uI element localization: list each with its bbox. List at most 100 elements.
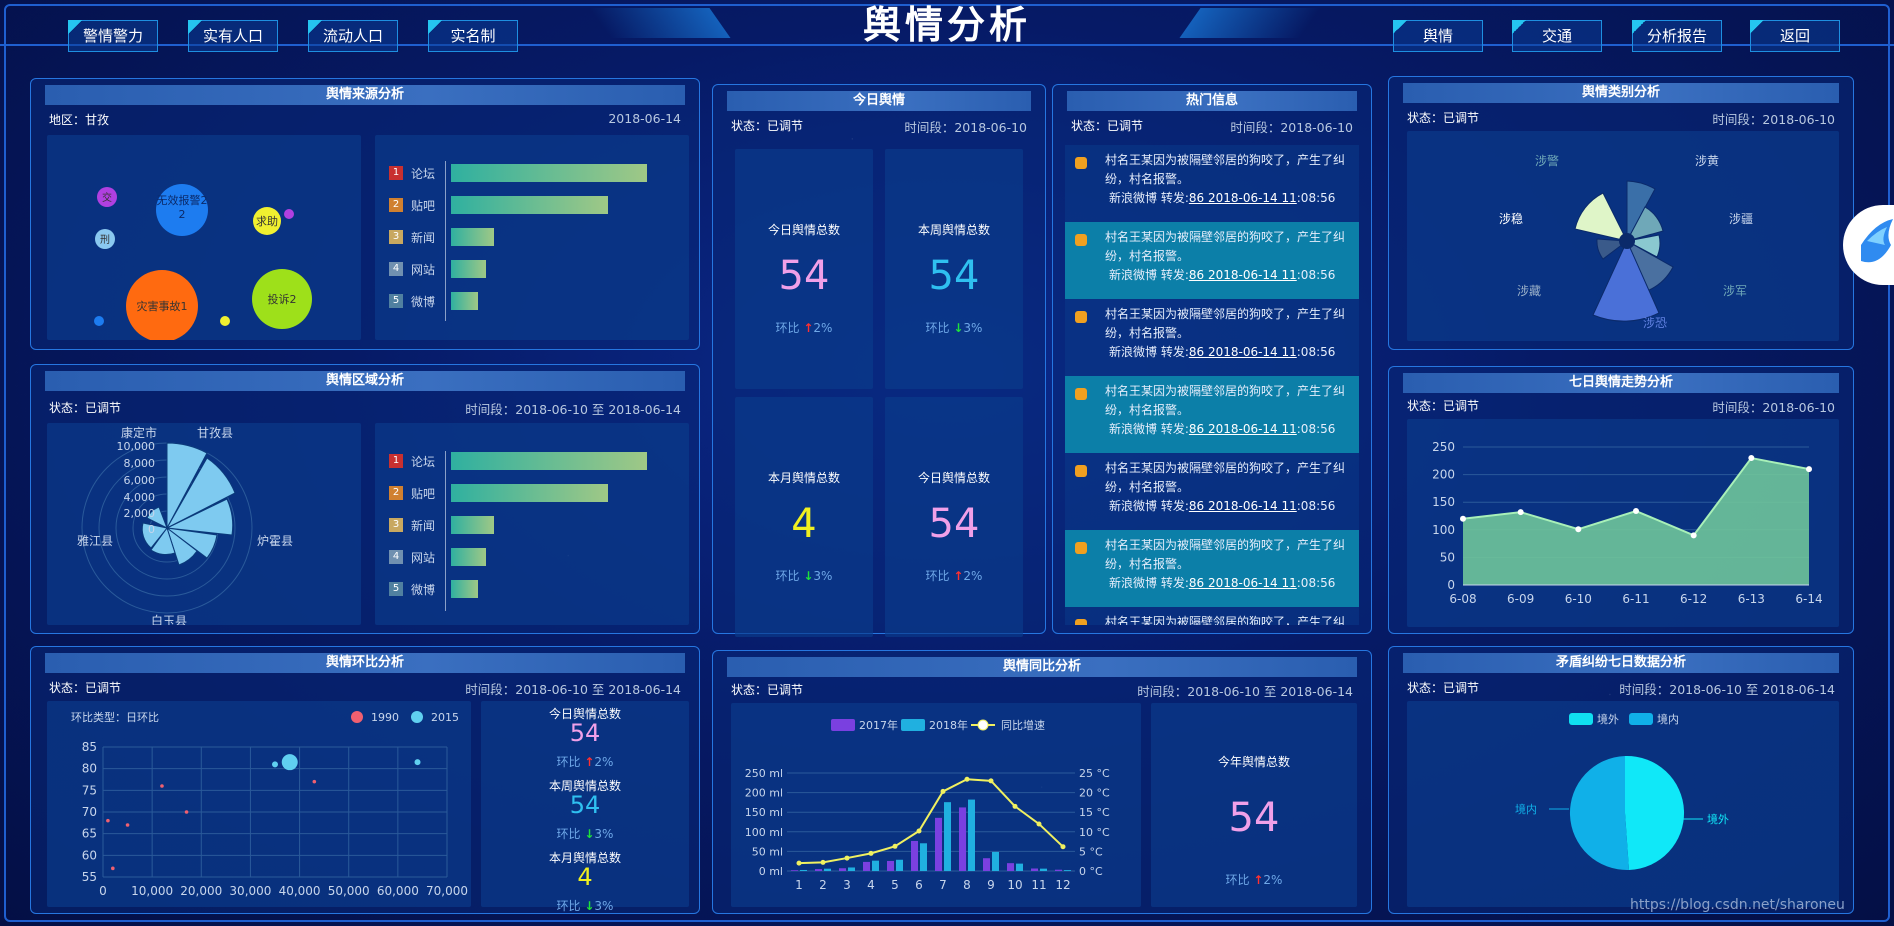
hot-info-item[interactable]: 村名王某因为被隔壁邻居的狗咬了，产生了纠纷，村名报警。 新浪微博 转发:86 2… — [1065, 299, 1359, 376]
nav-button-police[interactable]: 警情警力 — [68, 20, 158, 52]
rank-axis — [445, 161, 446, 321]
hot-item-link[interactable]: 86 2018-06-14 11 — [1188, 345, 1297, 359]
hot-item-meta: 新浪微博 转发:86 2018-06-14 11:08:56 — [1109, 420, 1335, 437]
scatter-x-tick: 10,000 — [131, 884, 173, 898]
trend-y-tick: 100 — [1432, 523, 1455, 537]
scatter-x-tick: 0 — [99, 884, 107, 898]
stat-title: 今日舆情总数 — [767, 223, 840, 237]
hot-item-meta: 新浪微博 转发:86 2018-06-14 11:08:56 — [1109, 343, 1335, 360]
bubble-label-disaster: 灾害事故1 — [137, 299, 188, 313]
scatter-y-tick: 60 — [82, 848, 97, 862]
hot-info-list[interactable]: 村名王某因为被隔壁邻居的狗咬了，产生了纠纷，村名报警。 新浪微博 转发:86 2… — [1065, 145, 1359, 625]
hot-item-link[interactable]: 86 2018-06-14 11 — [1188, 268, 1297, 282]
panel-date: 时间段：2018-06-10 — [1712, 112, 1835, 127]
rank-label: 新闻 — [411, 518, 436, 533]
hot-badge-icon — [1075, 311, 1087, 323]
yoy-bar-2017 — [815, 869, 822, 871]
rank-number-badge: 1 — [389, 454, 403, 468]
yoy-growth-point — [964, 776, 970, 782]
stat-value: 54 — [569, 719, 601, 747]
polar-sector — [166, 527, 218, 559]
legend-1990-label: 1990 — [371, 711, 399, 724]
yoy-growth-point — [796, 860, 802, 866]
panel-date: 时间段：2018-06-10 至 2018-06-14 — [1619, 682, 1835, 697]
panel-title: 舆情来源分析 — [45, 85, 685, 105]
hot-badge-icon — [1075, 234, 1087, 246]
yoy-growth-point — [868, 850, 874, 856]
trend-point — [1806, 466, 1812, 473]
panel-title: 舆情同比分析 — [727, 657, 1357, 677]
yoy-growth-point — [820, 859, 826, 865]
yoy-x-tick: 1 — [795, 878, 803, 892]
nav-button-real-name[interactable]: 实名制 — [428, 20, 518, 52]
hot-item-text: 村名王某因为被隔壁邻居的狗咬了，产生了纠纷，村名报警。 — [1105, 230, 1346, 263]
today-stat-cell: 今日舆情总数 54 环比 ↑2% — [735, 149, 873, 389]
legend-overseas-icon — [1569, 713, 1593, 725]
yoy-x-tick: 11 — [1031, 878, 1046, 892]
hot-item-link[interactable]: 86 2018-06-14 11 — [1188, 422, 1297, 436]
yoy-bar-2018 — [1040, 868, 1047, 871]
hot-info-item[interactable]: 村名王某因为被隔壁邻居的狗咬了，产生了纠纷，村名报警。 新浪微博 转发:86 2… — [1065, 530, 1359, 607]
trend-x-tick: 6-12 — [1680, 592, 1707, 606]
hot-badge-icon — [1075, 465, 1087, 477]
nav-button-opinion[interactable]: 舆情 — [1393, 20, 1483, 52]
rank-row: 5 微博 — [389, 579, 478, 599]
stat-value: 54 — [569, 791, 601, 819]
status-label: 状态：已调节 — [731, 683, 804, 697]
ring-percent: 2% — [963, 569, 983, 583]
scatter-point-1990 — [111, 866, 115, 871]
pie-label-domestic: 境内 — [1515, 802, 1537, 816]
polar-tick: 8,000 — [124, 457, 156, 470]
scatter-x-tick: 60,000 — [377, 884, 419, 898]
hot-item-time: :08:56 — [1296, 422, 1336, 436]
hot-item-link[interactable]: 86 2018-06-14 11 — [1188, 576, 1297, 590]
hot-info-item[interactable]: 村名王某因为被隔壁邻居的狗咬了，产生了纠纷，村名报警。 新浪微博 转发:86 2… — [1065, 376, 1359, 453]
hot-info-item[interactable]: 村名王某因为被隔壁邻居的狗咬了，产生了纠纷，村名报警。 新浪微博 转发:86 2… — [1065, 453, 1359, 530]
yoy-bar-2017 — [911, 840, 918, 871]
yoy-bar-2018 — [968, 799, 975, 871]
polar-sector — [141, 522, 168, 549]
yoy-growth-point — [1036, 821, 1042, 827]
stat-ring: 环比 ↓3% — [481, 825, 689, 842]
rose-sector — [1626, 206, 1664, 242]
stat-title: 本月舆情总数 — [548, 851, 621, 865]
hot-info-item[interactable]: 村名王某因为被隔壁邻居的狗咬了，产生了纠纷，村名报警。 新浪微博 转发:86 2… — [1065, 607, 1359, 625]
category-label-tibet: 涉藏 — [1517, 284, 1541, 298]
yoy-x-tick: 3 — [843, 878, 851, 892]
hot-item-text: 村名王某因为被隔壁邻居的狗咬了，产生了纠纷，村名报警。 — [1105, 307, 1346, 340]
legend-2015-icon — [411, 711, 423, 723]
trend-area-chart: 0 50 100 150 200 250 6-08 6-09 6-10 6-11 6-12 6-13 6… — [1432, 440, 1823, 606]
panel-date: 时间段：2018-06-10 — [1230, 120, 1353, 135]
panel-title: 矛盾纠纷七日数据分析 — [1403, 653, 1839, 673]
hot-badge-icon — [1075, 542, 1087, 554]
rank-label: 新闻 — [411, 230, 436, 245]
nav-button-population[interactable]: 实有人口 — [188, 20, 278, 52]
hot-item-link[interactable]: 86 2018-06-14 11 — [1188, 191, 1297, 205]
nav-button-traffic[interactable]: 交通 — [1512, 20, 1602, 52]
stat-title: 今日舆情总数 — [917, 471, 990, 485]
yoy-x-tick: 12 — [1055, 878, 1070, 892]
polar-tick: 0 — [148, 523, 155, 536]
hot-item-link[interactable]: 86 2018-06-14 11 — [1188, 499, 1297, 513]
yoy-y-right-tick: 20 °C — [1079, 787, 1110, 800]
rank-bar — [451, 292, 478, 310]
rank-number-badge: 2 — [389, 486, 403, 500]
bubble-help — [253, 207, 281, 235]
legend-growth-icon — [977, 719, 989, 731]
scatter-x-tick: 50,000 — [328, 884, 370, 898]
ring-percent: 3% — [594, 899, 614, 913]
legend-growth-label: 同比增速 — [1001, 718, 1045, 732]
nav-button-back[interactable]: 返回 — [1750, 20, 1840, 52]
trend-y-tick: 250 — [1432, 440, 1455, 454]
rank-label: 贴吧 — [411, 486, 436, 501]
yoy-y-left-tick: 250 ml — [745, 767, 783, 780]
nav-button-floating-population[interactable]: 流动人口 — [308, 20, 398, 52]
hot-info-item[interactable]: 村名王某因为被隔壁邻居的狗咬了，产生了纠纷，村名报警。 新浪微博 转发:86 2… — [1065, 222, 1359, 299]
rank-row: 1 论坛 — [389, 163, 647, 183]
panel-title: 今日舆情 — [727, 91, 1031, 111]
nav-button-report[interactable]: 分析报告 — [1632, 20, 1722, 52]
hot-info-item[interactable]: 村名王某因为被隔壁邻居的狗咬了，产生了纠纷，村名报警。 新浪微博 转发:86 2… — [1065, 145, 1359, 222]
stat-ring: 环比 ↑2% — [735, 319, 873, 336]
ring-analysis-panel: 舆情环比分析 状态：已调节 时间段：2018-06-10 至 2018-06-1… — [30, 646, 700, 914]
hot-item-meta: 新浪微博 转发:86 2018-06-14 11:08:56 — [1109, 497, 1335, 514]
